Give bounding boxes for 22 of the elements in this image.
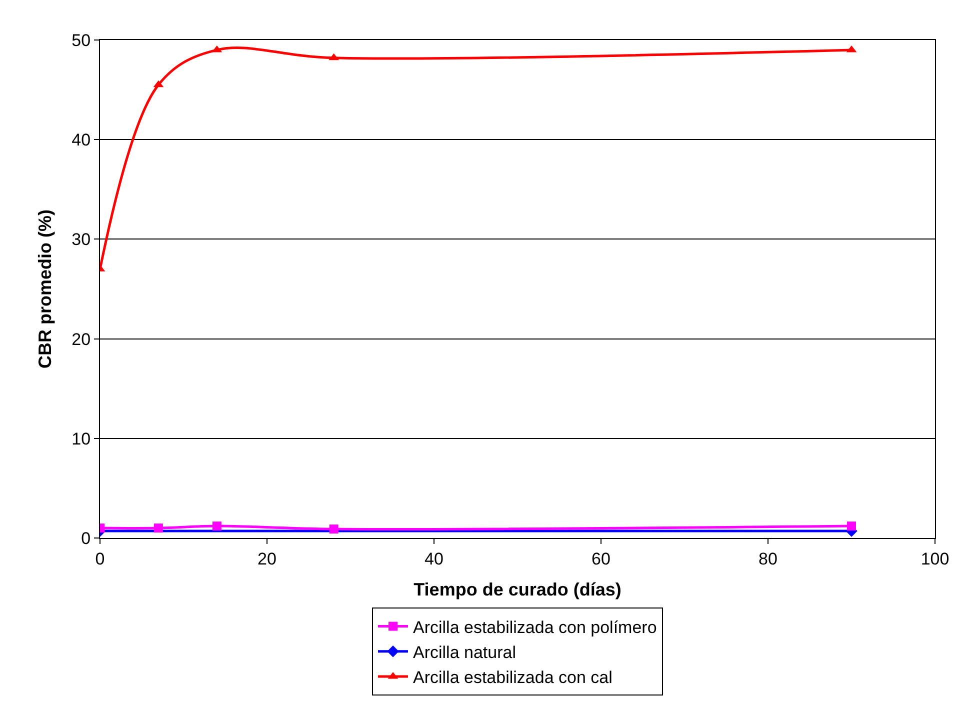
legend-label: Arcilla estabilizada con cal <box>413 668 612 688</box>
x-tick-label: 40 <box>424 549 444 568</box>
legend-label: Arcilla estabilizada con polímero <box>413 618 657 637</box>
point <box>328 53 339 60</box>
y-tick-label: 40 <box>72 130 91 150</box>
point <box>154 524 163 533</box>
point <box>212 522 222 531</box>
x-tick-label: 60 <box>592 549 610 568</box>
legend-label: Arcilla natural <box>413 643 516 662</box>
x-tick-label: 0 <box>95 549 105 568</box>
y-tick-label: 20 <box>72 330 91 349</box>
x-tick-label: 80 <box>758 549 778 568</box>
x-axis-title: Tiempo de curado (días) <box>414 580 622 600</box>
x-tick-label: 20 <box>258 549 276 568</box>
y-tick-label: 10 <box>72 429 91 448</box>
x-tick-label: 100 <box>920 549 950 568</box>
y-tick-label: 30 <box>72 230 91 250</box>
point <box>847 522 856 531</box>
point <box>329 524 338 534</box>
y-tick-label: 50 <box>72 30 91 50</box>
y-axis-title: CBR promedio (%) <box>34 210 55 368</box>
y-tick-label: 0 <box>81 528 91 548</box>
